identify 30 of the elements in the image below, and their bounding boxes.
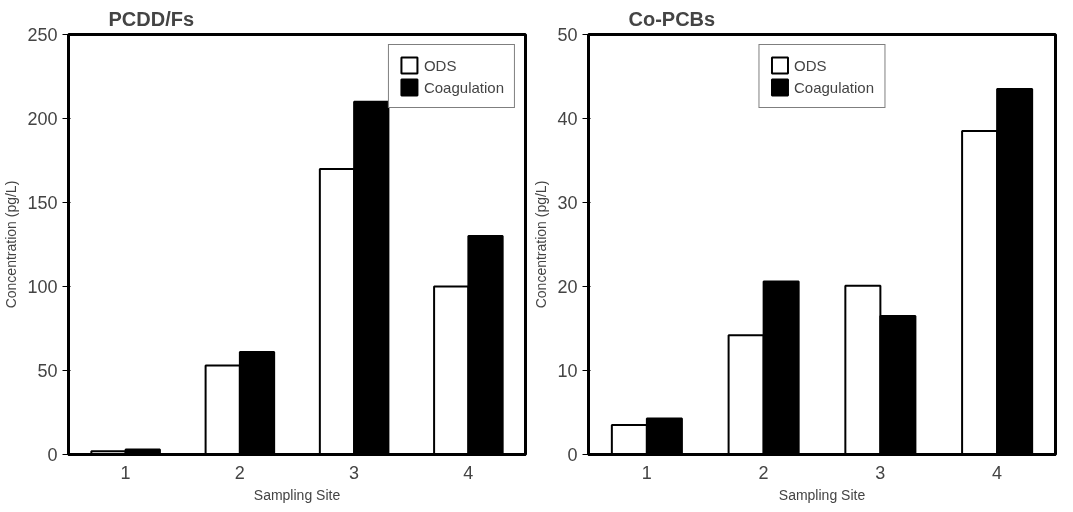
y-tick-label: 50 [557,25,578,45]
y-tick-label: 10 [557,361,578,381]
y-tick-label: 150 [27,193,58,213]
chart-title: PCDD/Fs [108,7,195,30]
y-tick-label: 100 [27,277,58,297]
legend-label: Coagulation [423,78,504,96]
y-tick-label: 30 [557,193,578,213]
x-tick-label: 4 [463,462,474,483]
x-tick-label: 2 [758,462,769,483]
x-axis-title: Sampling Site [778,486,866,503]
legend-label: Coagulation [793,78,875,96]
legend-label: ODS [793,56,827,74]
x-tick-label: 3 [875,462,886,483]
x-tick-label: 1 [641,462,652,483]
y-tick-label: 200 [27,109,58,129]
x-tick-label: 2 [234,462,245,483]
x-tick-label: 4 [992,462,1003,483]
x-tick-label: 1 [120,462,131,483]
y-tick-label: 50 [37,361,58,381]
y-tick-label: 0 [567,445,578,465]
chart-title: Co-PCBs [628,7,716,30]
y-tick-label: 0 [47,445,58,465]
legend-label: ODS [423,56,457,74]
y-tick-label: 20 [557,277,578,297]
y-tick-label: 40 [557,109,578,129]
y-axis-title: Concentration (pg/L) [533,180,550,309]
y-axis-title: Concentration (pg/L) [3,180,20,309]
y-tick-label: 250 [27,25,58,45]
x-axis-title: Sampling Site [253,486,341,503]
x-tick-label: 3 [349,462,360,483]
